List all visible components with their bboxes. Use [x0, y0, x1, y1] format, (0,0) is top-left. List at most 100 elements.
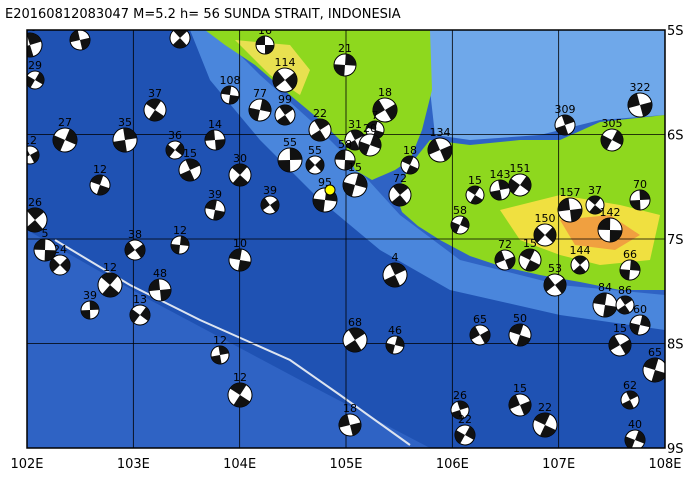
beachball-quadrant [593, 293, 617, 317]
beachball-quadrant [343, 173, 367, 197]
beachball [334, 149, 356, 171]
beachball [228, 248, 252, 272]
depth-label: 142 [600, 206, 621, 219]
depth-label: 26 [453, 389, 467, 402]
beachball-quadrant [467, 186, 483, 204]
depth-label: 58 [338, 138, 352, 151]
depth-label: 72 [498, 238, 512, 251]
depth-label: 22 [538, 401, 552, 414]
beachball-quadrant [27, 147, 39, 163]
beachball [338, 413, 362, 437]
beachball [227, 382, 253, 408]
depth-label: 58 [453, 204, 467, 217]
lon-label: 106E [436, 457, 469, 472]
depth-label: 35 [118, 116, 132, 129]
lon-label: 108E [648, 457, 681, 472]
beachball-quadrant [100, 273, 120, 297]
depth-label: 15 [348, 161, 362, 174]
beachball [627, 92, 653, 118]
beachball-quadrant [643, 358, 665, 382]
depth-label: 53 [548, 262, 562, 275]
depth-label: 108 [220, 74, 241, 87]
map-title: E20160812083047 M=5.2 h= 56 SUNDA STRAIT… [5, 7, 401, 22]
beachball-quadrant [335, 150, 355, 170]
beachball [629, 189, 651, 211]
beachball-quadrant [617, 296, 633, 314]
beachball-quadrant [221, 86, 239, 104]
beachball [33, 238, 57, 262]
beachball-quadrant [145, 99, 165, 121]
depth-label: 15 [468, 174, 482, 187]
beachball [80, 300, 100, 320]
depth-label: 50 [513, 312, 527, 325]
depth-label: 12 [173, 224, 187, 237]
beachball-quadrant [205, 130, 225, 150]
depth-label: 7 [372, 109, 379, 122]
beachball [204, 199, 226, 221]
depth-label: 14 [208, 118, 222, 131]
beachball-quadrant [601, 130, 623, 150]
depth-label: 12 [213, 334, 227, 347]
beachball [508, 173, 532, 197]
depth-label: 4 [392, 251, 399, 264]
beachball-quadrant [113, 128, 137, 152]
beachball [97, 272, 123, 298]
depth-label: 15 [183, 147, 197, 160]
lon-label: 107E [542, 457, 575, 472]
depth-label: 39 [83, 289, 97, 302]
beachball-quadrant [534, 227, 556, 243]
beachball-quadrant [231, 164, 249, 186]
beachball-quadrant [630, 190, 650, 210]
depth-label: 29 [28, 59, 42, 72]
depth-label: 68 [348, 316, 362, 329]
beachball-quadrant [620, 260, 640, 280]
beachball [260, 195, 280, 215]
beachball-quadrant [558, 198, 582, 222]
depth-label: 46 [388, 324, 402, 337]
beachball [454, 424, 476, 446]
depth-label: 65 [648, 346, 662, 359]
depth-label: 99 [278, 93, 292, 106]
beachball-quadrant [249, 99, 271, 121]
beachball-quadrant [366, 121, 384, 139]
depth-label: 18 [403, 144, 417, 157]
beachball-quadrant [278, 148, 302, 172]
beachball-quadrant [391, 184, 409, 206]
java-sea [430, 30, 665, 140]
beachball [465, 185, 485, 205]
beachball [450, 400, 470, 420]
depth-label: 322 [630, 81, 651, 94]
beachball-quadrant [310, 119, 330, 141]
main-event [324, 184, 336, 196]
depth-label: 16 [258, 24, 272, 37]
beachball-quadrant [171, 236, 189, 254]
depth-label: 38 [128, 228, 142, 241]
depth-label: 37 [588, 184, 602, 197]
depth-label: 5 [42, 227, 49, 240]
beachball-quadrant [306, 158, 324, 172]
beachball-quadrant [346, 130, 364, 150]
depth-label: 15 [613, 322, 627, 335]
depth-label: 77 [253, 87, 267, 100]
beachball [508, 323, 532, 347]
depth-label: 12 [233, 371, 247, 384]
beachball-quadrant [166, 142, 184, 158]
beachball-quadrant [609, 335, 631, 355]
beachball-quadrant [555, 115, 575, 135]
depth-label: 62 [623, 379, 637, 392]
beachball-quadrant [509, 324, 531, 346]
beachball-quadrant [359, 134, 381, 156]
beachball [342, 327, 368, 353]
depth-label: 31 [348, 118, 362, 131]
beachball [388, 183, 412, 207]
beachball [52, 127, 78, 153]
beachball-quadrant [455, 426, 475, 444]
depth-label: 13 [133, 293, 147, 306]
depth-label: 39 [208, 188, 222, 201]
beachball-quadrant [544, 276, 566, 294]
depth-label: 10 [233, 237, 247, 250]
beachball-quadrant [520, 249, 540, 271]
beachball [358, 133, 382, 157]
beachball [204, 129, 226, 151]
